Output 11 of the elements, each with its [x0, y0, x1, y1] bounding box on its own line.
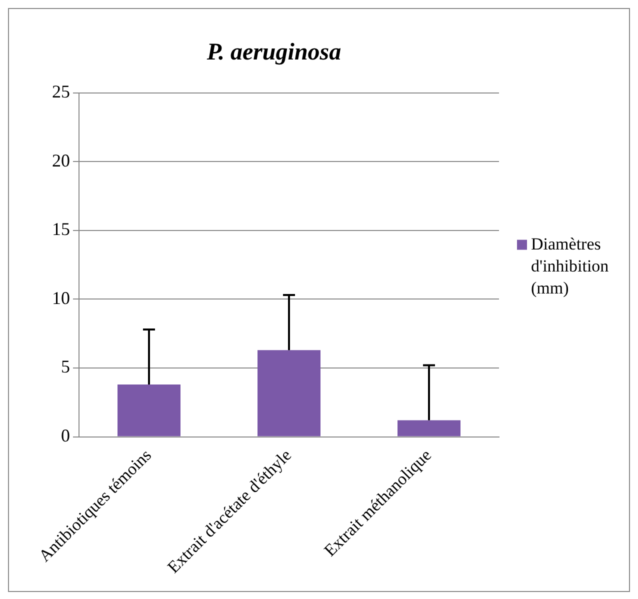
bar [398, 420, 460, 436]
chart-title: P. aeruginosa [206, 40, 342, 66]
bar [258, 350, 320, 436]
y-tick-label: 20 [52, 150, 70, 170]
legend-label: Diamètres d'inhibition (mm) [531, 234, 610, 298]
y-tick-label: 15 [52, 219, 70, 240]
y-tick-label: 10 [52, 288, 70, 308]
y-tick-label: 5 [61, 356, 70, 377]
bar [118, 384, 180, 436]
y-tick-label: 25 [52, 82, 70, 102]
y-tick-label: 0 [61, 426, 70, 446]
